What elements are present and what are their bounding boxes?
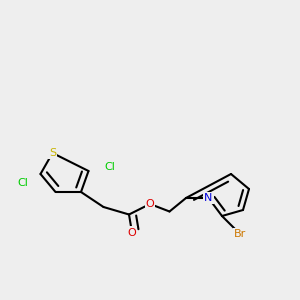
Text: O: O <box>128 227 136 238</box>
Text: Br: Br <box>234 229 246 239</box>
Text: Cl: Cl <box>104 161 115 172</box>
Text: N: N <box>204 193 213 203</box>
Text: S: S <box>49 148 56 158</box>
Text: O: O <box>146 199 154 209</box>
Text: Cl: Cl <box>17 178 28 188</box>
